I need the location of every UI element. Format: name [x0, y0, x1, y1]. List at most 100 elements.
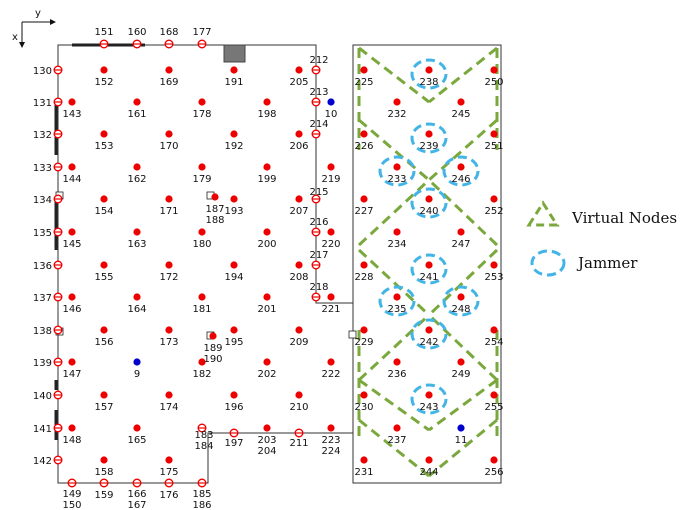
node-label: 237 — [387, 435, 406, 446]
node-label: 210 — [289, 402, 308, 413]
node-dot — [68, 424, 76, 432]
node-dot — [360, 456, 368, 464]
node-label: 227 — [354, 206, 373, 217]
node-dot — [490, 391, 498, 399]
node-dot — [100, 130, 108, 138]
legend-jammer-label: Jammer — [578, 254, 638, 272]
node-dot — [165, 195, 173, 203]
node-label: 145 — [62, 239, 81, 250]
node-label: 242 — [419, 337, 438, 348]
node-label: 201 — [257, 304, 276, 315]
virtual-nodes-legend-icon — [526, 200, 560, 227]
node-dot — [133, 98, 141, 106]
axes-indicator: yx — [12, 8, 56, 48]
node-label: 196 — [224, 402, 243, 413]
node-dot — [230, 195, 238, 203]
node-label: 251 — [484, 141, 503, 152]
jammer-legend-icon — [530, 249, 566, 277]
node-dot — [327, 163, 335, 171]
node-dot — [165, 456, 173, 464]
node-dot — [263, 98, 271, 106]
node-dot — [327, 228, 335, 236]
node-label: 254 — [484, 337, 503, 348]
node-label: 244 — [419, 467, 438, 478]
node-label: 178 — [192, 109, 211, 120]
node-dot — [425, 130, 433, 138]
node-label: 164 — [127, 304, 146, 315]
node-dot — [295, 391, 303, 399]
node-label: 217 — [309, 250, 328, 261]
jammer-ring — [410, 58, 448, 90]
node-label: 211 — [289, 438, 308, 449]
node-label: 172 — [159, 272, 178, 283]
node-label: 173 — [159, 337, 178, 348]
node-label: 229 — [354, 337, 373, 348]
y-axis-label: y — [35, 8, 41, 19]
node-label: 137 — [33, 293, 52, 304]
node-dot — [393, 424, 401, 432]
node-dot — [133, 358, 141, 366]
node-label: 144 — [62, 174, 81, 185]
node-dot — [393, 228, 401, 236]
node-dot — [295, 326, 303, 334]
jammer-ring — [410, 253, 448, 285]
virtual-node-line — [358, 46, 430, 104]
node-label: 143 — [62, 109, 81, 120]
node-label: 166 167 — [127, 489, 146, 510]
node-dot — [295, 130, 303, 138]
node-label: 147 — [62, 369, 81, 380]
node-label: 163 — [127, 239, 146, 250]
node-dot — [198, 98, 206, 106]
node-label: 194 — [224, 272, 243, 283]
node-dot — [490, 326, 498, 334]
node-label: 239 — [419, 141, 438, 152]
node-label: 249 — [451, 369, 470, 380]
node-label: 198 — [257, 109, 276, 120]
virtual-node-line — [428, 46, 498, 104]
node-dot — [457, 163, 465, 171]
node-label: 207 — [289, 206, 308, 217]
node-label: 222 — [321, 369, 340, 380]
node-label: 157 — [94, 402, 113, 413]
node-label: 160 — [127, 27, 146, 38]
node-dot — [425, 195, 433, 203]
node-dot — [457, 98, 465, 106]
node-dot — [263, 358, 271, 366]
node-label: 206 — [289, 141, 308, 152]
node-label: 151 — [94, 27, 113, 38]
node-label: 238 — [419, 77, 438, 88]
node-label: 171 — [159, 206, 178, 217]
node-dot — [68, 98, 76, 106]
node-dot — [230, 66, 238, 74]
node-label: 152 — [94, 77, 113, 88]
jammer-ring — [378, 285, 416, 317]
door-marker — [348, 330, 357, 339]
node-dot — [457, 424, 465, 432]
node-label: 131 — [33, 98, 52, 109]
node-label: 177 — [192, 27, 211, 38]
node-label: 132 — [33, 130, 52, 141]
node-label: 212 — [309, 55, 328, 66]
building-walls — [54, 43, 502, 484]
node-label: 187 188 — [205, 204, 224, 226]
node-label: 159 — [94, 490, 113, 501]
node-dot — [457, 358, 465, 366]
node-label: 209 — [289, 337, 308, 348]
sensor-nodes: 152 169 191 205 143 161 178 198 153 170 192 206 144 1… — [33, 27, 504, 510]
jammer-ring — [442, 285, 480, 317]
node-label: 230 — [354, 402, 373, 413]
node-label: 223 224 — [321, 435, 340, 457]
node-dot — [327, 98, 335, 106]
node-label: 136 — [33, 261, 52, 272]
node-dot — [360, 130, 368, 138]
node-dot — [490, 456, 498, 464]
node-dot — [457, 293, 465, 301]
jammer-rings — [378, 58, 480, 415]
node-dot — [393, 358, 401, 366]
node-dot — [100, 326, 108, 334]
right-building-outline — [352, 44, 502, 484]
node-dot — [425, 326, 433, 334]
node-label: 155 — [94, 272, 113, 283]
node-label: 9 — [134, 369, 140, 380]
legend-virtual-nodes-label: Virtual Nodes — [572, 209, 678, 227]
